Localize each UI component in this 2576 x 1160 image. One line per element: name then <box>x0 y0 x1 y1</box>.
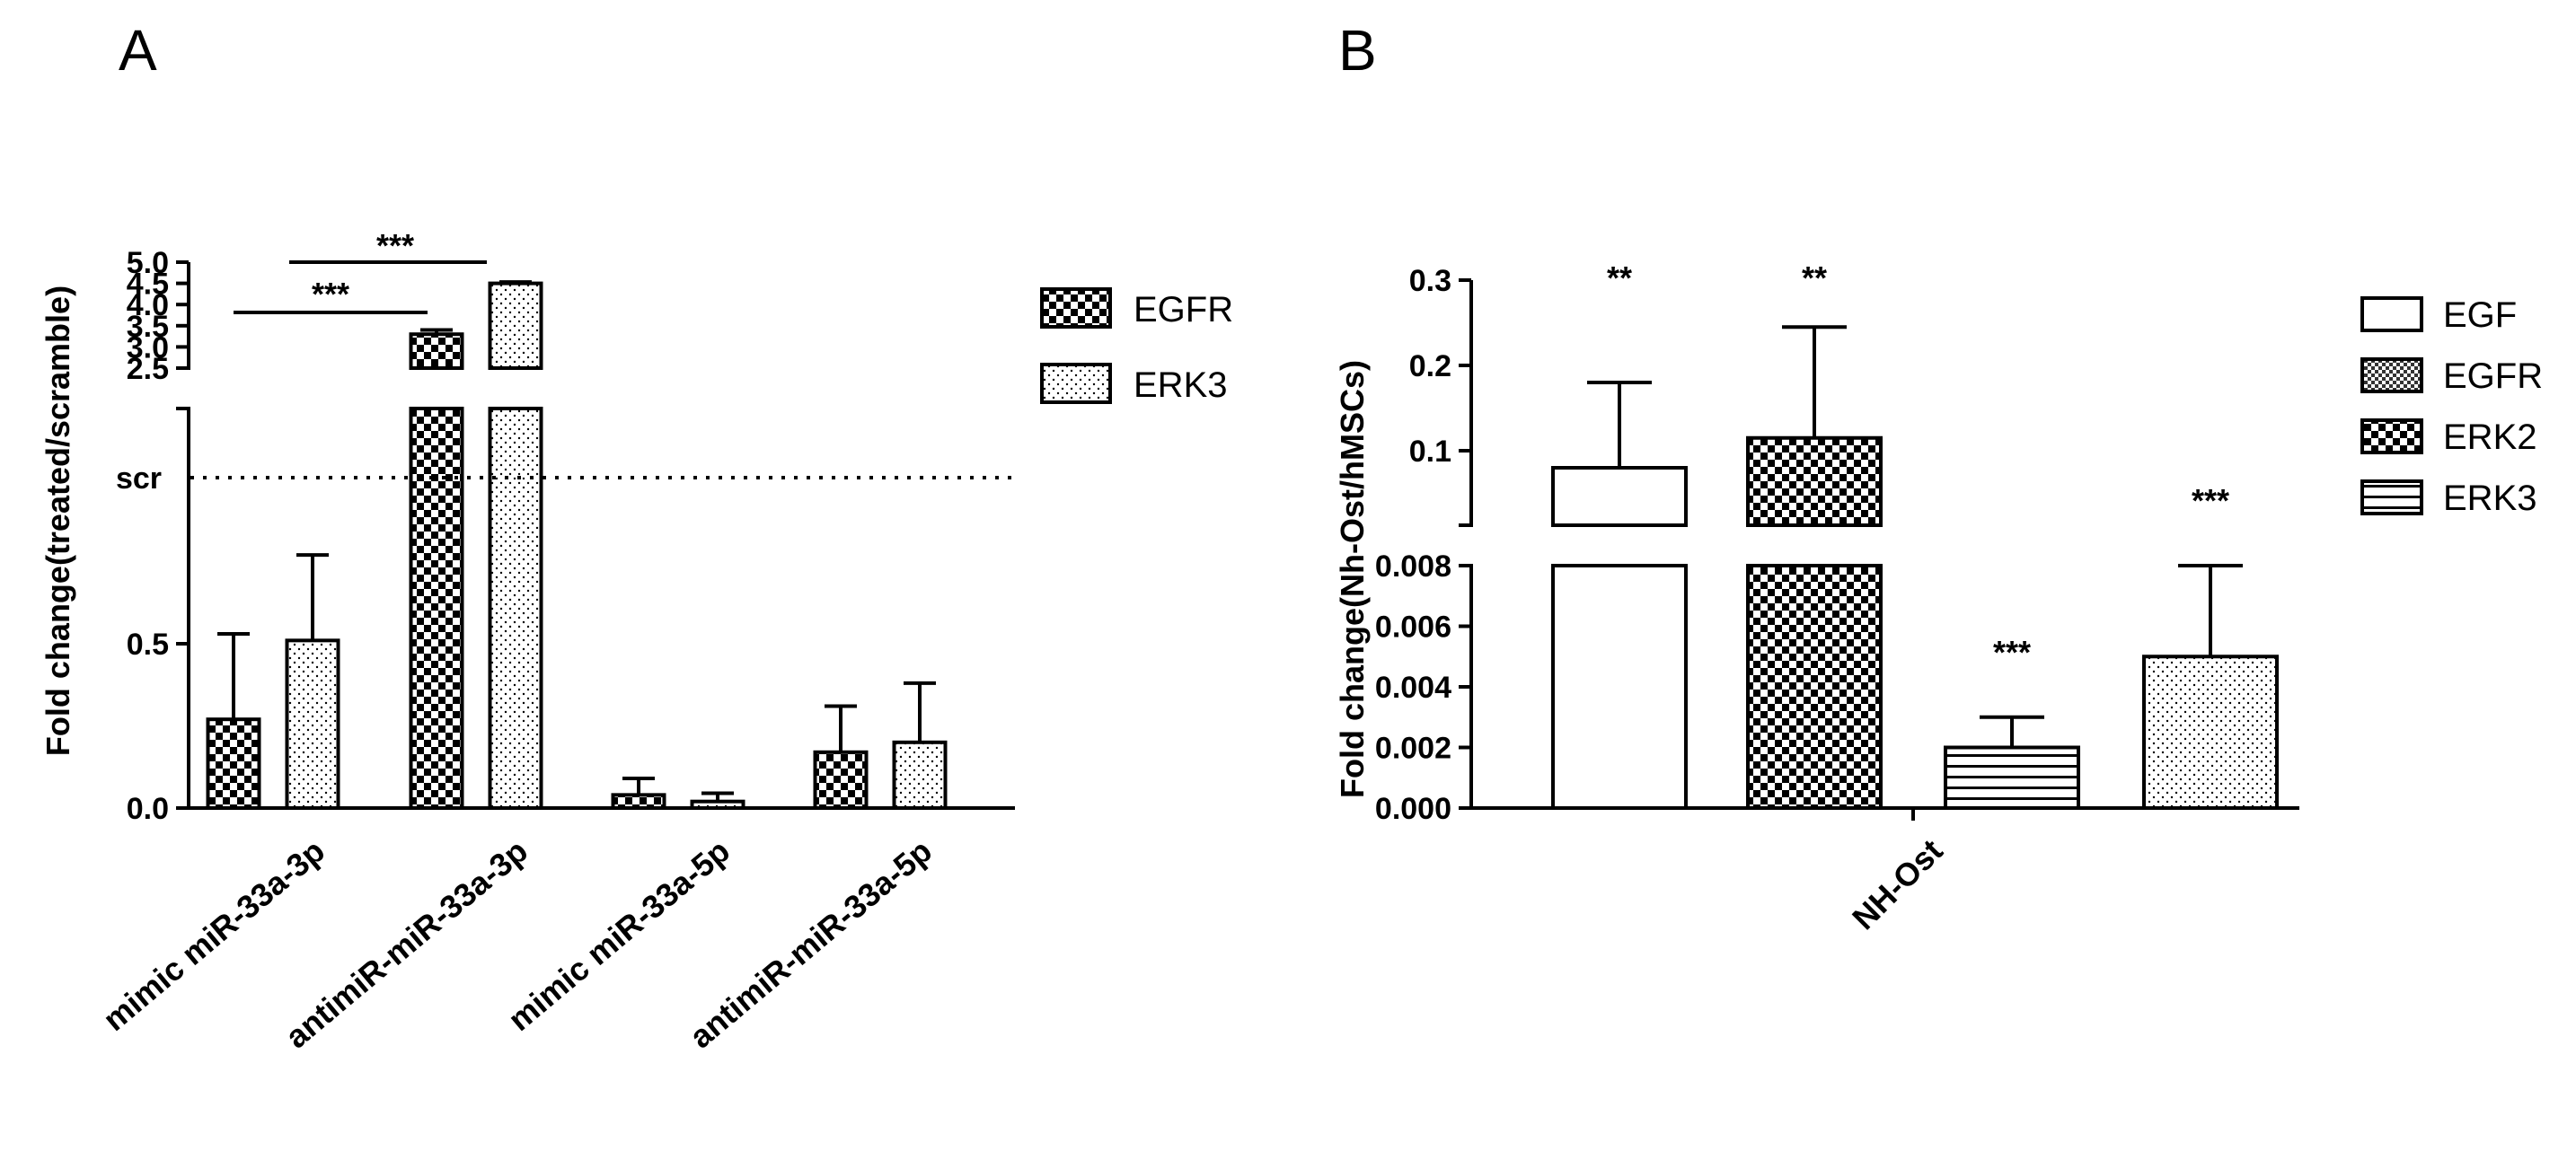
panel-a-ylabel: Fold change(treated/scramble) <box>40 286 76 756</box>
panel-b-letter: B <box>1338 18 1377 83</box>
bar <box>690 799 745 810</box>
legend-swatch <box>1040 287 1112 329</box>
category-label: NH-Ost <box>1845 832 1950 937</box>
bar <box>1551 564 1688 810</box>
legend-label: EGF <box>2443 295 2517 335</box>
significance-label: ** <box>1607 259 1632 296</box>
significance-label: *** <box>312 276 349 312</box>
panel-b-bars <box>1550 325 2279 810</box>
bar <box>206 717 261 810</box>
y-tick-label: 3.0 <box>127 330 169 365</box>
panel-a-ticks: 0.0 0.5 2.53.03.54.04.55.0 <box>127 246 189 826</box>
legend-swatch <box>2360 296 2423 332</box>
y-tick-label: 0.0 <box>127 792 169 826</box>
legend-label: ERK2 <box>2443 417 2537 457</box>
legend-label: EGFR <box>1134 290 1233 330</box>
panel-a-reference: scr <box>116 461 1015 496</box>
bar-break-gap <box>487 371 544 406</box>
significance-label: *** <box>2192 482 2229 519</box>
y-tick-label: 0.5 <box>127 628 169 662</box>
legend-swatch <box>2360 357 2423 393</box>
panel-b-significance: ** ******** <box>1607 259 2229 671</box>
y-tick-label: 0.002 <box>1375 732 1451 766</box>
legend-label: ERK3 <box>1134 365 1228 405</box>
bar-break-gap <box>408 371 465 406</box>
panel-b-categories: NH-Ost <box>1845 832 1950 937</box>
panel-a-bars <box>206 280 948 811</box>
y-tick-label: 5.0 <box>127 246 169 280</box>
bar <box>1944 745 2080 810</box>
panel-b-ylabel: Fold change(Nh-Ost/hMSCs) <box>1334 360 1371 798</box>
bar <box>409 407 464 810</box>
y-tick-label: 0.2 <box>1409 349 1451 383</box>
y-tick-label: 4.5 <box>127 268 169 302</box>
bar <box>611 793 666 810</box>
significance-label: *** <box>376 227 414 264</box>
panel-b-chart: Fold change(Nh-Ost/hMSCs) 0.0000.0020.00… <box>1334 259 2543 936</box>
y-tick-label: 0.1 <box>1409 435 1451 469</box>
bar-break-gap <box>1745 528 1883 563</box>
significance-label: *** <box>1993 634 2031 671</box>
panel-a-categories: mimic miR-33a-3pantimiR-miR-33a-3pmimic … <box>96 832 939 1056</box>
y-tick-label: 2.5 <box>127 352 169 386</box>
panel-a-chart: Fold change(treated/scramble) 0.00.52.53… <box>40 227 1233 1055</box>
legend-swatch <box>2360 418 2423 454</box>
category-label: mimic miR-33a-5p <box>501 832 737 1038</box>
panel-b-legend: EGF EGFR ERK2 ERK3 <box>2360 295 2543 518</box>
legend-swatch <box>2360 479 2423 515</box>
y-tick-label: 0.006 <box>1375 611 1451 645</box>
bar <box>1551 466 1688 527</box>
legend-swatch <box>1040 363 1112 404</box>
panel-b-ticks: 0.000 0.002 0.004 0.006 0.008 0.1 0.2 0.3 <box>1375 264 1471 826</box>
y-tick-label: 0.008 <box>1375 549 1451 584</box>
legend-label: EGFR <box>2443 356 2543 396</box>
bar <box>488 407 543 810</box>
bar <box>892 740 948 810</box>
y-tick-label: 0.004 <box>1375 671 1451 705</box>
y-tick-label: 4.0 <box>127 288 169 322</box>
bar <box>409 332 464 370</box>
significance-label: ** <box>1802 259 1827 296</box>
bar <box>1746 435 1883 527</box>
scr-reference-label: scr <box>116 461 162 496</box>
bar-break-gap <box>1550 528 1689 563</box>
panel-a-significance: *** *** <box>234 227 487 314</box>
bar <box>2142 655 2279 810</box>
bar <box>1746 564 1883 810</box>
bar <box>813 750 869 811</box>
panel-a-legend: EGFR ERK3 <box>1040 287 1233 405</box>
y-tick-label: 3.5 <box>127 310 169 344</box>
legend-label: ERK3 <box>2443 479 2537 518</box>
category-label: mimic miR-33a-3p <box>96 832 331 1038</box>
y-tick-label: 0.000 <box>1375 792 1451 826</box>
bar <box>285 638 340 811</box>
bar <box>488 281 543 371</box>
y-tick-label: 0.3 <box>1409 264 1451 298</box>
panel-a-letter: A <box>119 18 157 83</box>
